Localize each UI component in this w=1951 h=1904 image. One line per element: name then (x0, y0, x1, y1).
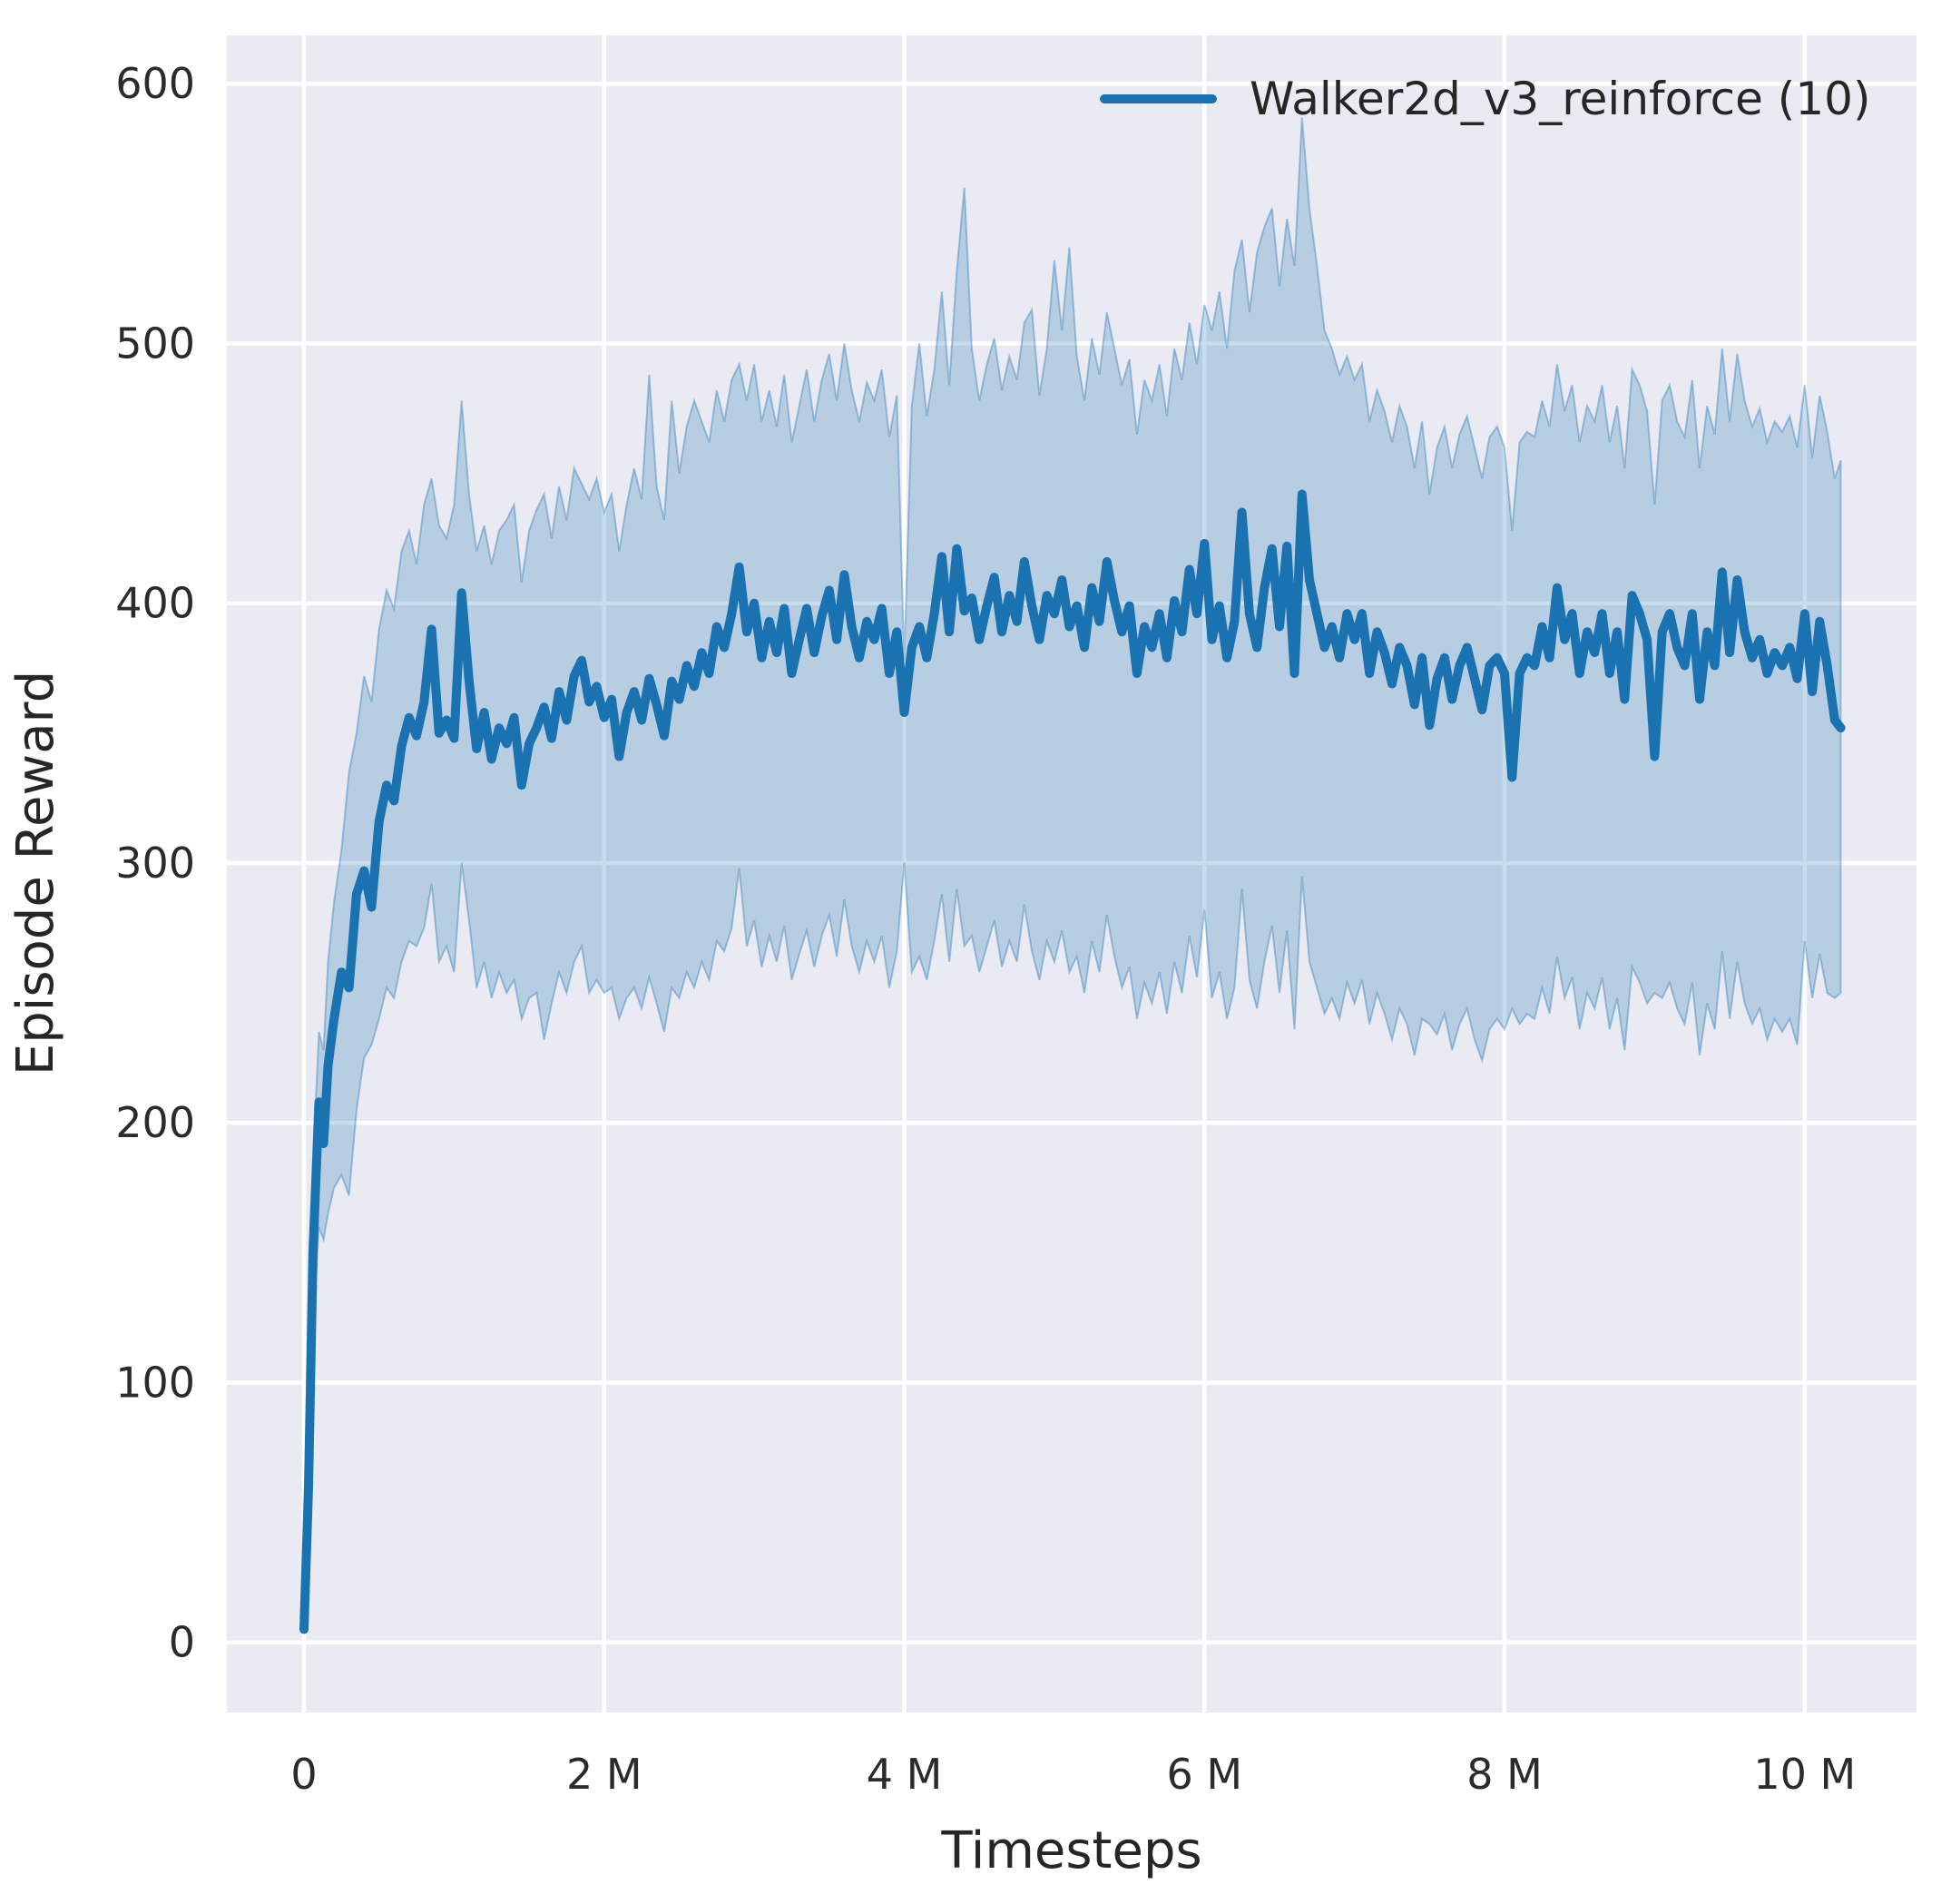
y-tick-label: 300 (115, 839, 195, 888)
mean-line (299, 489, 1846, 1634)
legend-label: Walker2d_v3_reinforce (10) (1250, 73, 1870, 125)
y-tick-label: 600 (115, 59, 195, 108)
x-tick-label: 10 M (1753, 1750, 1856, 1799)
plot-area (227, 35, 1917, 1713)
y-tick-labels: 0 100 200 300 400 500 600 (115, 59, 195, 1667)
x-tick-label: 2 M (566, 1750, 642, 1799)
x-tick-label: 4 M (867, 1750, 943, 1799)
x-axis-label: Timesteps (940, 1821, 1201, 1880)
y-tick-label: 200 (115, 1098, 195, 1147)
x-tick-labels: 0 2 M 4 M 6 M 8 M 10 M (290, 1750, 1856, 1799)
y-tick-label: 100 (115, 1359, 195, 1408)
x-tick-label: 8 M (1466, 1750, 1543, 1799)
legend: Walker2d_v3_reinforce (10) (1100, 73, 1870, 125)
x-tick-label: 0 (290, 1750, 317, 1799)
y-tick-label: 400 (115, 579, 195, 628)
x-tick-label: 6 M (1167, 1750, 1243, 1799)
y-tick-label: 0 (169, 1618, 195, 1667)
y-tick-label: 500 (115, 319, 195, 368)
y-axis-label: Episode Reward (6, 671, 65, 1075)
